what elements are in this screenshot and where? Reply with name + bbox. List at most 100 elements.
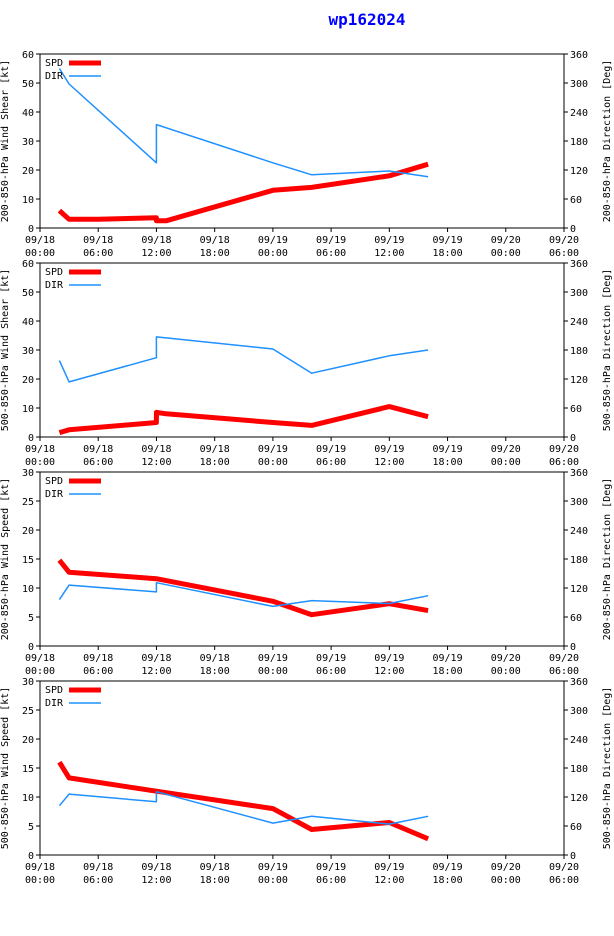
x-tick-label-date: 09/20 (491, 653, 521, 664)
x-tick-label-time: 06:00 (316, 875, 346, 886)
y-right-tick-label: 300 (570, 288, 588, 299)
x-tick-label-date: 09/18 (25, 444, 55, 455)
y-right-tick-label: 60 (570, 822, 582, 833)
x-tick-label-time: 06:00 (549, 248, 579, 259)
y-right-tick-label: 300 (570, 79, 588, 90)
y-right-tick-label: 300 (570, 497, 588, 508)
x-tick-label-time: 12:00 (374, 666, 404, 677)
y-left-axis-label: 200-850-hPa Wind Speed [kt] (0, 478, 11, 641)
y-left-tick-label: 40 (22, 108, 34, 119)
y-left-tick-label: 20 (22, 375, 34, 386)
y-right-tick-label: 120 (570, 166, 588, 177)
x-tick-label-date: 09/19 (374, 653, 404, 664)
x-tick-label-date: 09/19 (258, 862, 288, 873)
x-tick-label-time: 12:00 (374, 248, 404, 259)
series-line-dir (58, 68, 429, 178)
y-left-tick-label: 0 (28, 851, 34, 862)
y-right-tick-label: 300 (570, 706, 588, 717)
page-title: wp162024 (328, 10, 406, 29)
legend-label-spd: SPD (45, 685, 63, 696)
legend-label-spd: SPD (45, 58, 63, 69)
y-left-tick-label: 10 (22, 195, 34, 206)
x-tick-label-date: 09/19 (316, 444, 346, 455)
y-left-tick-label: 30 (22, 677, 34, 688)
x-tick-label-time: 06:00 (549, 457, 579, 468)
y-left-tick-label: 25 (22, 706, 34, 717)
x-tick-label-time: 00:00 (25, 666, 55, 677)
x-tick-label-date: 09/19 (316, 235, 346, 246)
chart-panel-2: 0 10 20 30 40 50 60 0 60 120 180 240 300 360 09/18 00:0… (0, 259, 613, 468)
x-tick-label-time: 06:00 (549, 875, 579, 886)
x-tick-label-date: 09/18 (83, 444, 113, 455)
y-left-tick-label: 60 (22, 50, 34, 61)
y-right-tick-label: 60 (570, 613, 582, 624)
y-right-tick-label: 60 (570, 404, 582, 415)
x-tick-label-date: 09/19 (258, 653, 288, 664)
x-tick-label-time: 12:00 (374, 457, 404, 468)
x-tick-label-time: 00:00 (491, 248, 521, 259)
x-tick-label-date: 09/18 (25, 235, 55, 246)
series-line-spd (57, 161, 429, 224)
plot-frame (39, 53, 565, 229)
legend-label-dir: DIR (45, 698, 64, 709)
x-tick-label-date: 09/18 (141, 235, 171, 246)
legend-label-spd: SPD (45, 267, 63, 278)
x-tick-label-time: 12:00 (141, 457, 171, 468)
x-tick-label-time: 18:00 (433, 666, 463, 677)
x-tick-label-date: 09/18 (83, 653, 113, 664)
chart-panel-4: 05101520253006012018024030036009/1800:00… (0, 677, 613, 886)
x-tick-label-time: 18:00 (433, 457, 463, 468)
x-tick-label-time: 00:00 (491, 875, 521, 886)
x-tick-label-time: 18:00 (200, 875, 230, 886)
y-right-axis-label: 200-850-hPa Direction [Deg] (602, 60, 613, 223)
x-tick-label-date: 09/18 (200, 862, 230, 873)
y-left-tick-label: 25 (22, 497, 34, 508)
x-tick-label-time: 06:00 (316, 457, 346, 468)
legend-label-dir: DIR (45, 280, 64, 291)
x-tick-label-time: 18:00 (200, 457, 230, 468)
x-tick-label-date: 09/18 (25, 653, 55, 664)
x-tick-label-time: 06:00 (316, 248, 346, 259)
x-tick-label-time: 18:00 (200, 666, 230, 677)
y-left-tick-label: 10 (22, 793, 34, 804)
chart-panel-1: 0 10 20 30 40 50 60 0 60 120 180 240 300 360 09/18 00:0… (0, 50, 613, 259)
x-tick-label-date: 09/18 (200, 235, 230, 246)
x-tick-label-time: 06:00 (316, 666, 346, 677)
x-tick-label-date: 09/19 (374, 444, 404, 455)
x-tick-label-time: 00:00 (491, 666, 521, 677)
y-left-tick-label: 30 (22, 346, 34, 357)
y-right-tick-label: 180 (570, 764, 588, 775)
x-tick-label-date: 09/18 (83, 862, 113, 873)
x-tick-label-date: 09/18 (200, 653, 230, 664)
y-left-tick-label: 40 (22, 317, 34, 328)
y-left-tick-label: 30 (22, 468, 34, 479)
x-tick-label-time: 06:00 (83, 457, 113, 468)
y-right-tick-label: 120 (570, 584, 588, 595)
series-line-dir (58, 581, 429, 608)
y-right-tick-label: 0 (570, 642, 576, 653)
y-left-axis-label: 500-850-hPa Wind Speed [kt] (0, 687, 11, 850)
y-right-tick-label: 120 (570, 793, 588, 804)
x-tick-label-date: 09/20 (491, 862, 521, 873)
series-line-dir (58, 790, 429, 825)
legend-label-spd: SPD (45, 476, 63, 487)
y-left-tick-label: 15 (22, 555, 34, 566)
y-left-tick-label: 60 (22, 259, 34, 270)
y-right-tick-label: 120 (570, 375, 588, 386)
x-tick-label-date: 09/18 (200, 444, 230, 455)
x-tick-label-date: 09/19 (258, 444, 288, 455)
y-left-tick-label: 50 (22, 79, 34, 90)
x-tick-label-date: 09/20 (491, 444, 521, 455)
y-right-tick-label: 0 (570, 851, 576, 862)
x-tick-label-time: 12:00 (141, 248, 171, 259)
y-left-axis-label: 200-850-hPa Wind Shear [kt] (0, 60, 11, 223)
x-tick-label-time: 00:00 (25, 875, 55, 886)
y-right-tick-label: 180 (570, 555, 588, 566)
x-tick-label-date: 09/19 (316, 862, 346, 873)
y-right-tick-label: 240 (570, 526, 588, 537)
y-right-tick-label: 0 (570, 224, 576, 235)
x-tick-label-time: 00:00 (25, 248, 55, 259)
x-tick-label-date: 09/20 (549, 235, 579, 246)
series-line-spd (57, 760, 430, 842)
